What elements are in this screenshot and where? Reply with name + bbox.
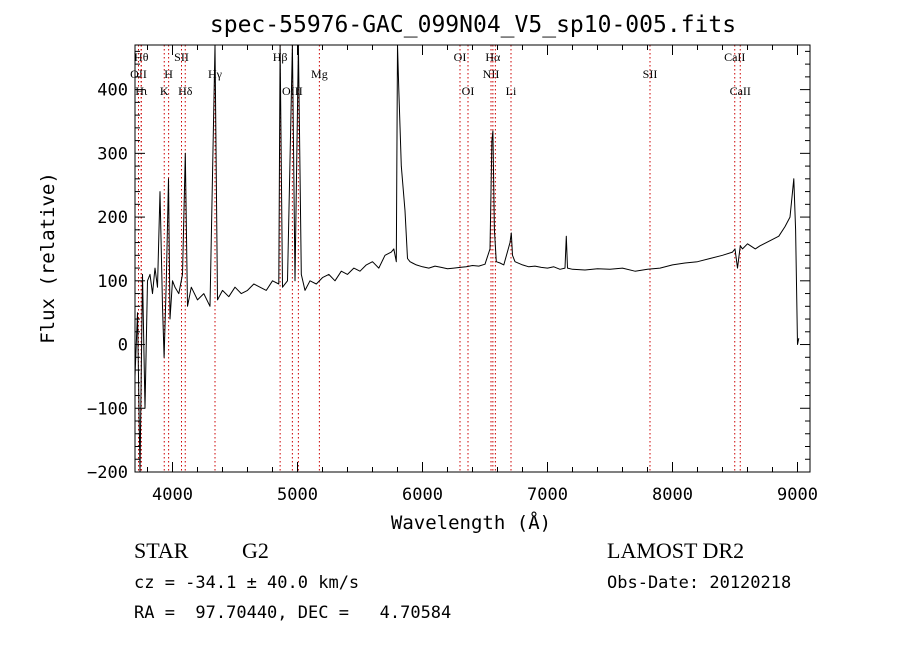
x-axis-label: Wavelength (Å) (391, 511, 551, 534)
line-marker-label: OI (454, 50, 467, 64)
x-tick-label: 6000 (402, 485, 443, 505)
y-tick-label: 0 (118, 336, 128, 356)
line-marker-label: Hδ (178, 84, 193, 98)
line-marker-label: NII (483, 67, 500, 81)
y-axis-label: Flux (relative) (37, 172, 59, 344)
y-tick-label: 300 (97, 144, 128, 164)
y-tick-label: 100 (97, 272, 128, 292)
line-marker-label: H (164, 67, 173, 81)
x-tick-label: 9000 (777, 485, 818, 505)
line-marker-label: CaII (724, 50, 745, 64)
chart-title: spec-55976-GAC_099N04_V5_sp10-005.fits (210, 12, 736, 38)
line-marker-label: Mg (311, 67, 328, 81)
line-marker-label: Hα (485, 50, 501, 64)
y-tick-label: 200 (97, 208, 128, 228)
axes: 4000 5000 6000 7000 8000 9000 −200 −100 0 100 200 3… (87, 45, 818, 505)
object-class: STAR (134, 538, 189, 563)
line-marker-label: OI (462, 84, 475, 98)
y-tick-label: −200 (87, 463, 128, 483)
observation-date: Obs-Date: 20120218 (607, 573, 792, 593)
line-marker-label: K (160, 84, 169, 98)
y-tick-label: −100 (87, 399, 128, 419)
series-layer (134, 44, 800, 473)
line-marker-label: SII (174, 50, 189, 64)
line-marker-label: SII (643, 67, 658, 81)
x-tick-label: 5000 (277, 485, 318, 505)
spectrum-line (134, 44, 800, 473)
line-marker-label: CaII (730, 84, 751, 98)
redshift-cz: cz = -34.1 ± 40.0 km/s (134, 573, 360, 593)
x-tick-label: 8000 (652, 485, 693, 505)
line-marker-label: Hι (135, 84, 148, 98)
survey-name: LAMOST DR2 (607, 538, 745, 563)
ra-dec-coordinates: RA = 97.70440, DEC = 4.70584 (134, 603, 452, 623)
x-tick-label: 7000 (527, 485, 568, 505)
line-marker-label: Li (506, 84, 517, 98)
object-subclass: G2 (242, 538, 269, 563)
y-tick-label: 400 (97, 81, 128, 101)
x-tick-label: 4000 (152, 485, 193, 505)
line-marker-label: OII (130, 67, 147, 81)
